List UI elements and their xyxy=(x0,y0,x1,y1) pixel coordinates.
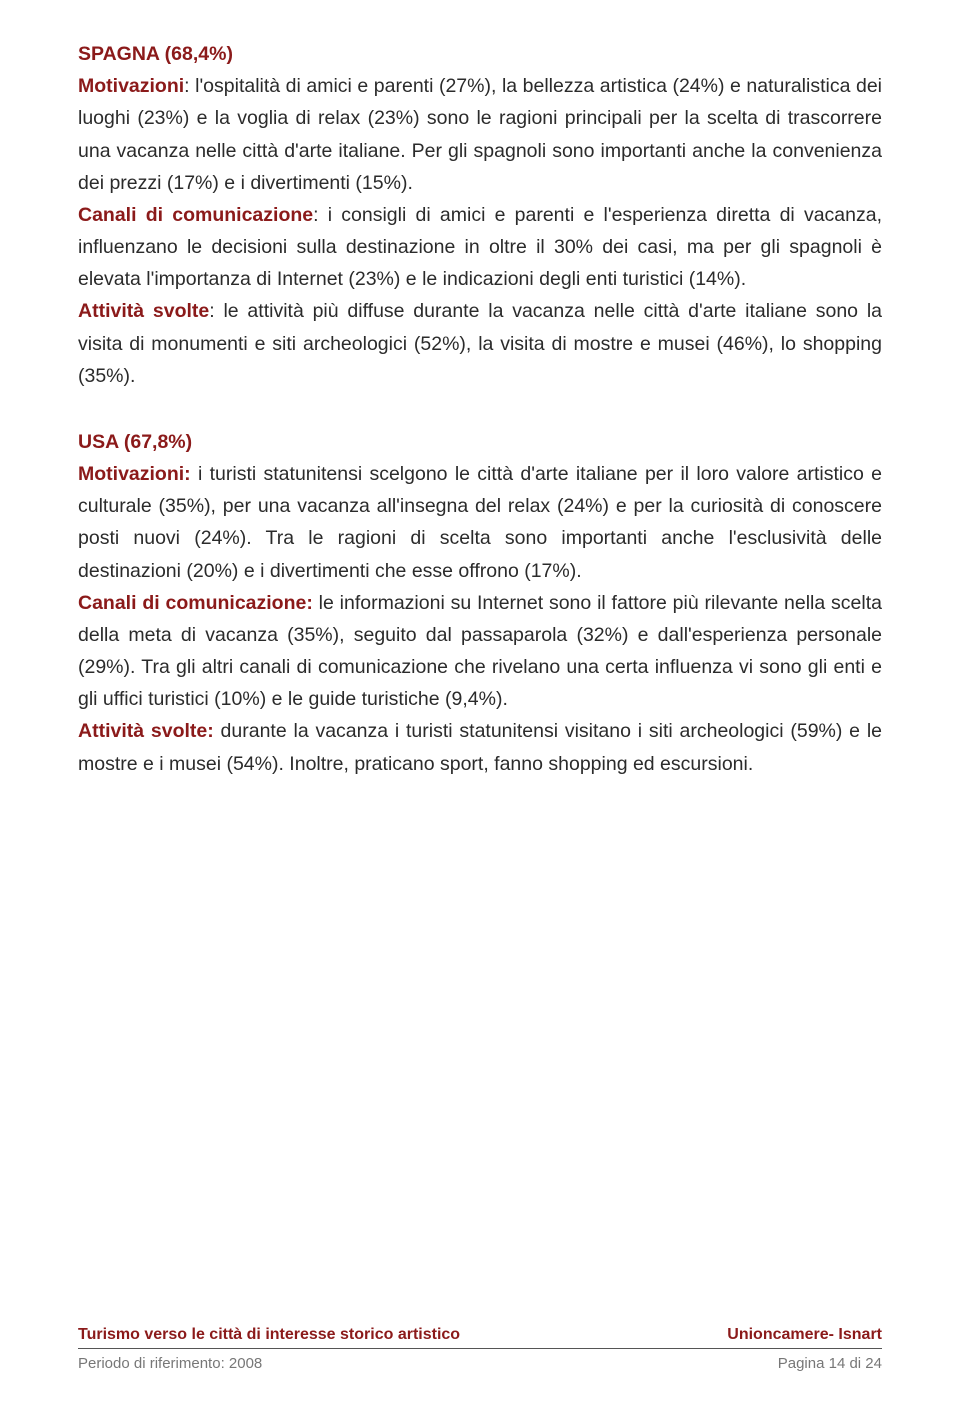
paragraph: Motivazioni: i turisti statunitensi scel… xyxy=(78,458,882,587)
block-label: Attività svolte: xyxy=(78,720,214,742)
paragraph: Motivazioni: l'ospitalità di amici e par… xyxy=(78,70,882,199)
page-footer: Turismo verso le città di interesse stor… xyxy=(78,1326,882,1372)
block-label: Canali di comunicazione xyxy=(78,204,313,226)
footer-title-right: Unioncamere- Isnart xyxy=(727,1326,882,1344)
block-label: Motivazioni xyxy=(78,75,184,97)
footer-title-row: Turismo verso le città di interesse stor… xyxy=(78,1326,882,1349)
block-label: Motivazioni: xyxy=(78,463,191,485)
page-content: SPAGNA (68,4%) Motivazioni: l'ospitalità… xyxy=(0,0,960,780)
section-heading: SPAGNA (68,4%) xyxy=(78,38,882,70)
footer-title-left: Turismo verso le città di interesse stor… xyxy=(78,1326,460,1344)
block-text: : l'ospitalità di amici e parenti (27%),… xyxy=(78,75,882,194)
block-text: i turisti statunitensi scelgono le città… xyxy=(78,463,882,582)
paragraph: Canali di comunicazione: i consigli di a… xyxy=(78,199,882,296)
footer-sub-right: Pagina 14 di 24 xyxy=(778,1355,882,1372)
paragraph: Attività svolte: le attività più diffuse… xyxy=(78,295,882,392)
footer-sub-row: Periodo di riferimento: 2008 Pagina 14 d… xyxy=(78,1349,882,1372)
section-spagna: SPAGNA (68,4%) Motivazioni: l'ospitalità… xyxy=(78,38,882,392)
block-label: Attività svolte xyxy=(78,300,209,322)
section-usa: USA (67,8%) Motivazioni: i turisti statu… xyxy=(78,426,882,780)
paragraph: Canali di comunicazione: le informazioni… xyxy=(78,587,882,716)
paragraph: Attività svolte: durante la vacanza i tu… xyxy=(78,715,882,779)
block-label: Canali di comunicazione: xyxy=(78,592,313,614)
footer-sub-left: Periodo di riferimento: 2008 xyxy=(78,1355,262,1372)
section-heading: USA (67,8%) xyxy=(78,426,882,458)
